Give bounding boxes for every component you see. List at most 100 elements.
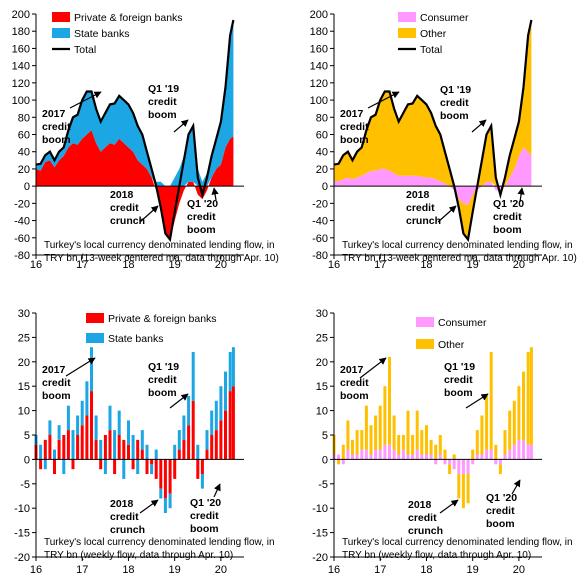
- annotation-text: Q1 '19: [440, 84, 471, 96]
- bar-private: [187, 425, 191, 460]
- annotation-arrow: [65, 357, 96, 377]
- bar-private: [168, 459, 172, 494]
- bar-consumer: [498, 459, 502, 465]
- bar-state: [131, 435, 135, 460]
- bar-state: [122, 459, 126, 479]
- annotation-text: 2018: [110, 189, 134, 201]
- bar-private: [200, 459, 204, 474]
- bar-state: [231, 347, 235, 387]
- bar-consumer: [489, 449, 493, 460]
- bar-other: [383, 386, 387, 445]
- bar-state: [85, 381, 89, 416]
- annotation-arrow: [169, 393, 189, 409]
- bar-private: [103, 435, 107, 460]
- y-tick-label: -5: [20, 479, 30, 491]
- bar-state: [214, 400, 218, 431]
- bar-consumer: [461, 459, 465, 474]
- bar-consumer: [517, 439, 521, 460]
- x-tick-label: 16: [30, 564, 42, 576]
- bar-other: [406, 410, 410, 455]
- x-tick-label: 20: [513, 564, 525, 576]
- y-tick-label: 60: [18, 130, 30, 142]
- bar-other: [392, 415, 396, 450]
- bar-state: [99, 439, 103, 460]
- bar-other: [494, 444, 498, 460]
- bar-state: [39, 444, 43, 460]
- bar-state: [219, 386, 223, 421]
- annotation-text: credit: [187, 211, 216, 223]
- x-tick-label: 17: [374, 259, 386, 271]
- bar-consumer: [425, 454, 428, 460]
- bar-state: [159, 488, 163, 499]
- legend-label: Consumer: [420, 12, 469, 24]
- y-tick-label: -60: [312, 233, 328, 245]
- chart-2: -80 -60 -40 -20 0 20 40 60 80 100 120 140 160 180 200 1…: [310, 9, 577, 271]
- bar-other: [512, 400, 516, 445]
- bar-private: [99, 459, 103, 470]
- annotation-text: crunch: [110, 524, 145, 536]
- y-tick-label: -15: [312, 528, 328, 540]
- annotation-arrow: [439, 499, 459, 514]
- bar-consumer: [471, 459, 475, 465]
- bar-other: [434, 444, 438, 460]
- bar-state: [48, 420, 52, 435]
- bar-other: [378, 405, 382, 450]
- annotation-text: credit: [42, 121, 71, 133]
- bar-state: [108, 405, 112, 431]
- chart-caption: Turkey's local currency denominated lend…: [44, 240, 275, 251]
- x-tick-label: 19: [467, 259, 479, 271]
- bar-consumer: [529, 444, 533, 460]
- bar-state: [210, 410, 214, 435]
- annotation-text: crunch: [406, 215, 441, 227]
- x-tick-label: 19: [169, 259, 181, 271]
- y-tick-label: 20: [18, 357, 30, 369]
- bar-state: [140, 430, 144, 450]
- annotation-text: 2018: [408, 499, 432, 511]
- x-tick-label: 20: [215, 564, 227, 576]
- annotation-text: Q1 '20: [493, 198, 524, 210]
- annotation-arrow: [471, 119, 487, 133]
- bar-other: [360, 430, 364, 450]
- bar-private: [48, 435, 52, 460]
- y-tick-label: 100: [310, 95, 328, 107]
- legend-swatch: [416, 339, 434, 349]
- bar-consumer: [378, 449, 382, 460]
- bar-state: [228, 352, 232, 391]
- annotation-text: 2018: [110, 498, 134, 510]
- bar-consumer: [522, 439, 525, 460]
- bar-other: [508, 410, 512, 450]
- bar-state: [145, 444, 149, 460]
- annotation-text: credit: [340, 377, 369, 389]
- y-tick-label: 25: [316, 332, 328, 344]
- bar-private: [62, 435, 66, 460]
- bar-other: [341, 444, 345, 460]
- bar-private: [108, 430, 112, 460]
- legend-swatch: [86, 313, 104, 323]
- annotation-text: boom: [493, 224, 522, 236]
- bar-state: [200, 474, 204, 489]
- annotation-text: credit: [110, 511, 139, 523]
- chart-4: -20 -15 -10 -5 0 5 10 15 20 25 30 16 17 18 19 20 Turkey'…: [312, 308, 572, 576]
- annotation-text: Q1 '20: [486, 492, 517, 504]
- bar-state: [136, 459, 140, 474]
- annotation-text: boom: [42, 134, 71, 146]
- bar-other: [457, 474, 461, 499]
- y-tick-label: 60: [316, 130, 328, 142]
- bar-other: [346, 420, 350, 450]
- annotation-arrow: [437, 205, 457, 223]
- annotation-text: credit: [110, 202, 139, 214]
- annotation-arrow: [359, 357, 387, 379]
- y-tick-label: 25: [18, 332, 30, 344]
- bar-consumer: [420, 454, 424, 460]
- bar-other: [517, 386, 521, 440]
- bar-state: [224, 371, 227, 411]
- bar-consumer: [401, 449, 405, 460]
- bar-consumer: [351, 454, 354, 460]
- y-tick-label: -20: [312, 552, 328, 564]
- y-tick-label: -80: [14, 250, 30, 262]
- y-tick-label: 15: [18, 381, 30, 393]
- bar-private: [219, 420, 223, 460]
- annotation-text: 2017: [340, 364, 364, 376]
- bar-state: [182, 415, 186, 440]
